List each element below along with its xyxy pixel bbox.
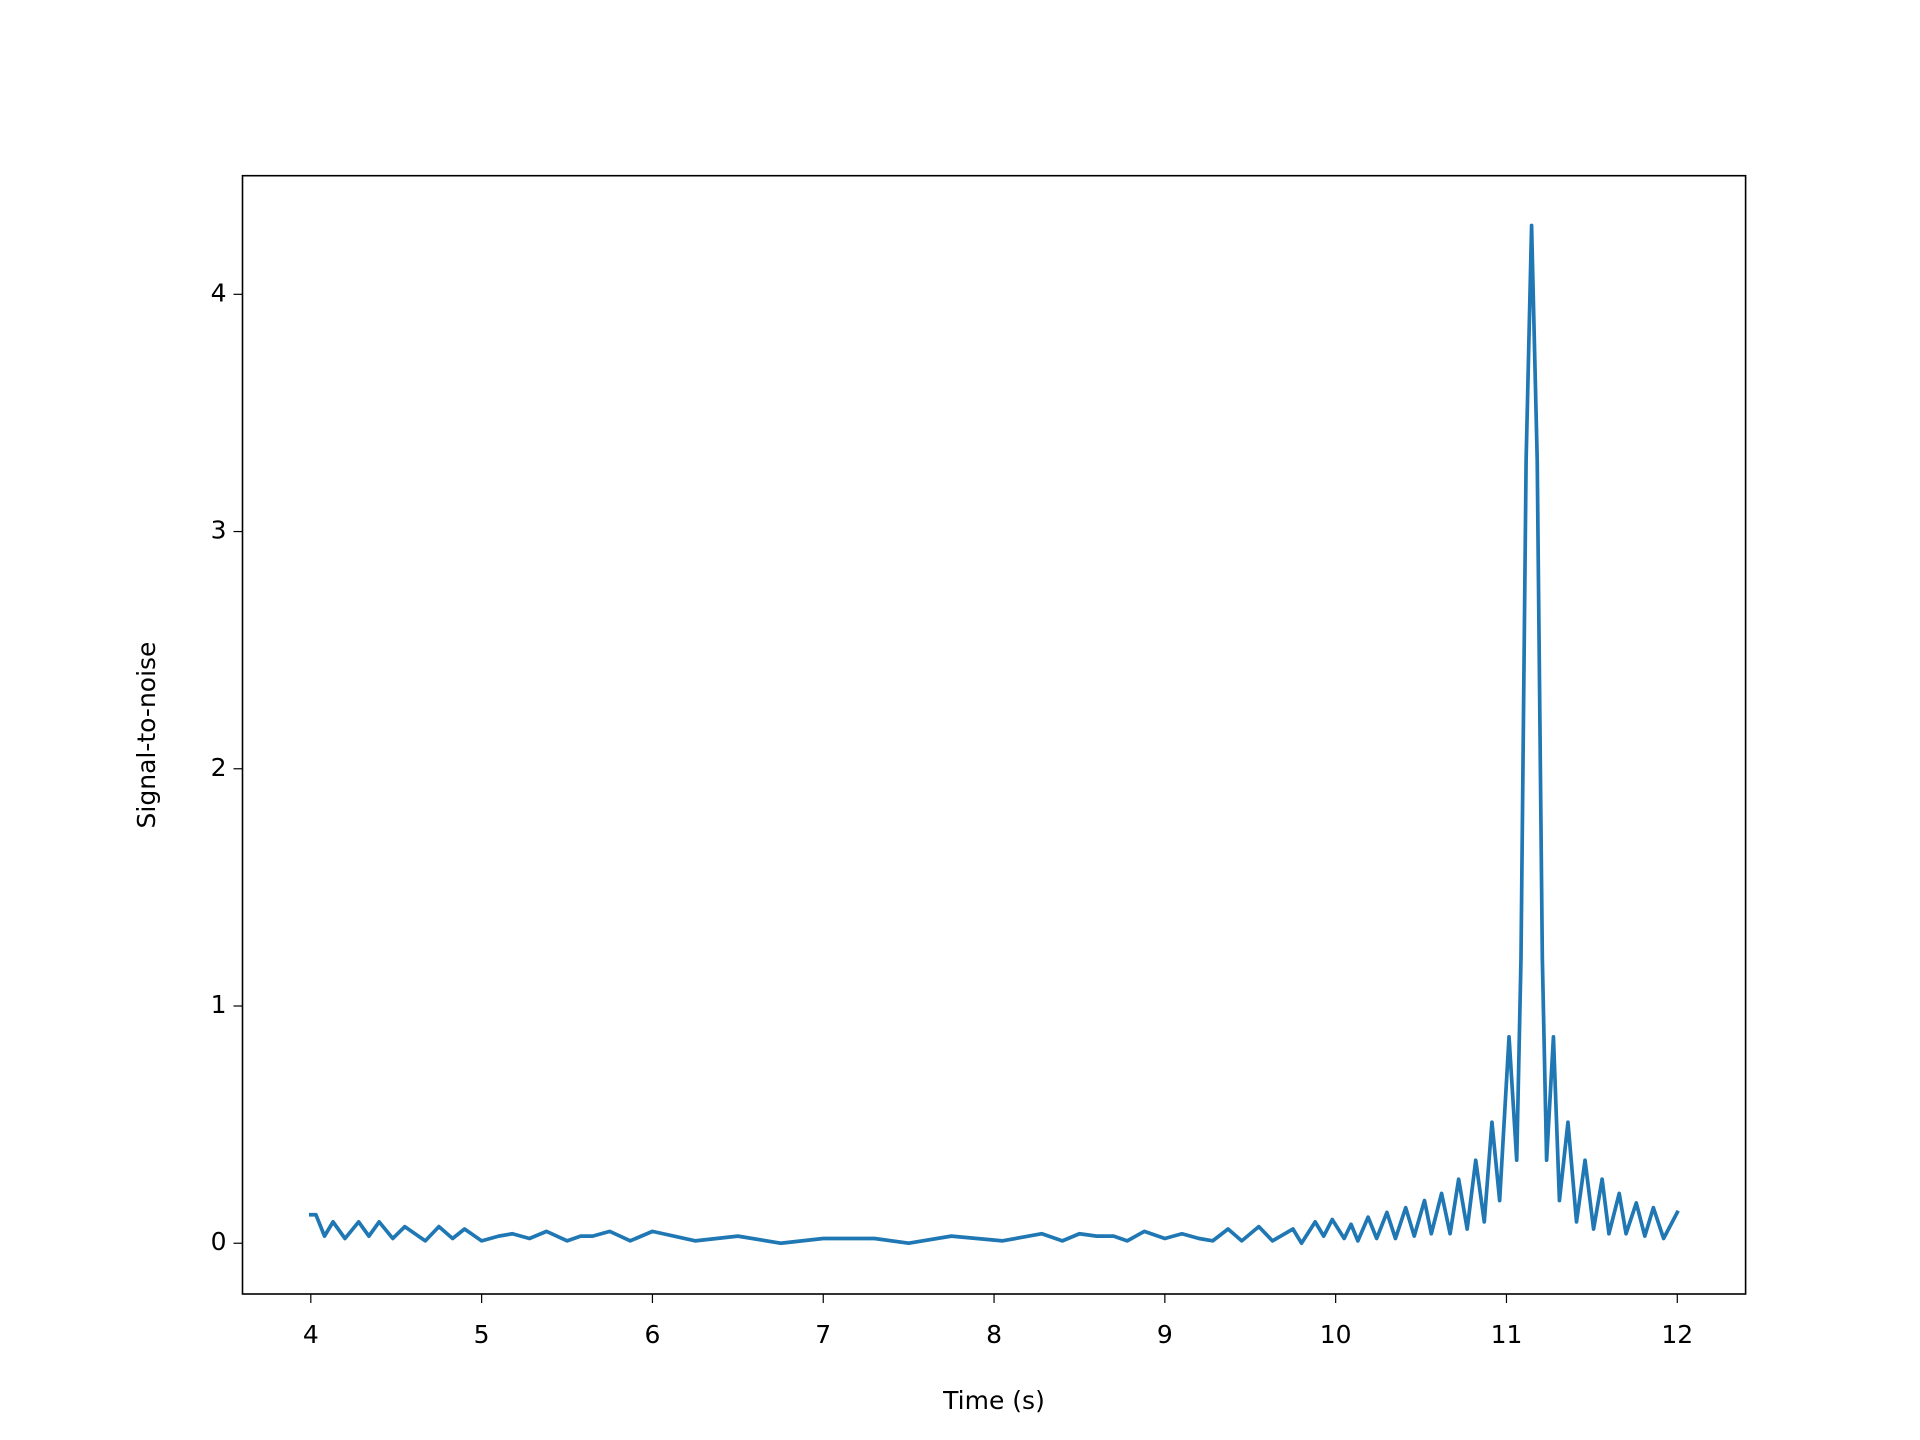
- x-tick-label: 10: [1320, 1320, 1352, 1349]
- y-tick-label: 1: [211, 990, 227, 1019]
- y-tick-label: 3: [211, 516, 227, 545]
- y-tick-label: 4: [211, 278, 227, 307]
- x-tick-label: 5: [474, 1320, 490, 1349]
- x-axis-label: Time (s): [942, 1386, 1045, 1415]
- x-tick-label: 6: [644, 1320, 660, 1349]
- series-line: [308, 223, 1680, 1246]
- y-tick-label: 0: [211, 1227, 227, 1256]
- x-tick-label: 4: [303, 1320, 319, 1349]
- x-tick-label: 7: [815, 1320, 831, 1349]
- plot-frame: [241, 174, 1747, 1295]
- x-tick-label: 12: [1661, 1320, 1693, 1349]
- x-tick-label: 11: [1491, 1320, 1523, 1349]
- y-tick-label: 2: [211, 753, 227, 782]
- x-tick-label: 8: [986, 1320, 1002, 1349]
- y-axis-label: Signal-to-noise: [132, 642, 161, 829]
- x-tick-label: 9: [1157, 1320, 1173, 1349]
